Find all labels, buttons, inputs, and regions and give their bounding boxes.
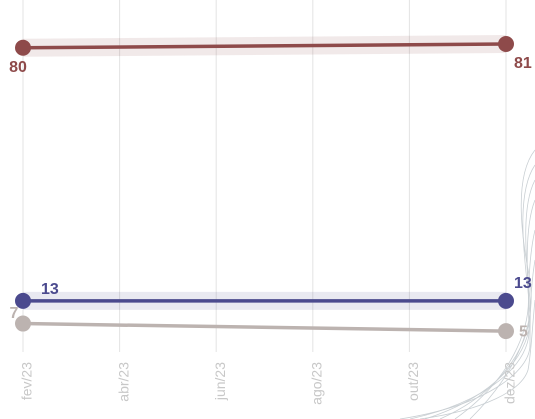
x-tick-label: dez/23 <box>502 362 518 404</box>
point <box>15 292 31 309</box>
point <box>498 323 514 340</box>
data-label: 13 <box>41 281 59 298</box>
data-label: 80 <box>9 59 27 76</box>
data-label: 7 <box>10 305 19 322</box>
decoration <box>399 149 535 419</box>
x-tick-label: fev/23 <box>19 362 35 400</box>
point <box>498 292 514 309</box>
data-label: 13 <box>514 275 532 292</box>
x-tick-label: jun/23 <box>212 362 228 401</box>
line <box>22 321 507 333</box>
point <box>498 36 514 52</box>
x-tick-label: out/23 <box>405 362 421 401</box>
x-tick-label: abr/23 <box>115 362 131 402</box>
x-tick-label: ago/23 <box>309 362 325 405</box>
point <box>15 315 31 332</box>
point <box>15 39 31 56</box>
line <box>22 42 507 50</box>
data-label: 5 <box>519 323 528 340</box>
data-label: 81 <box>514 55 532 72</box>
